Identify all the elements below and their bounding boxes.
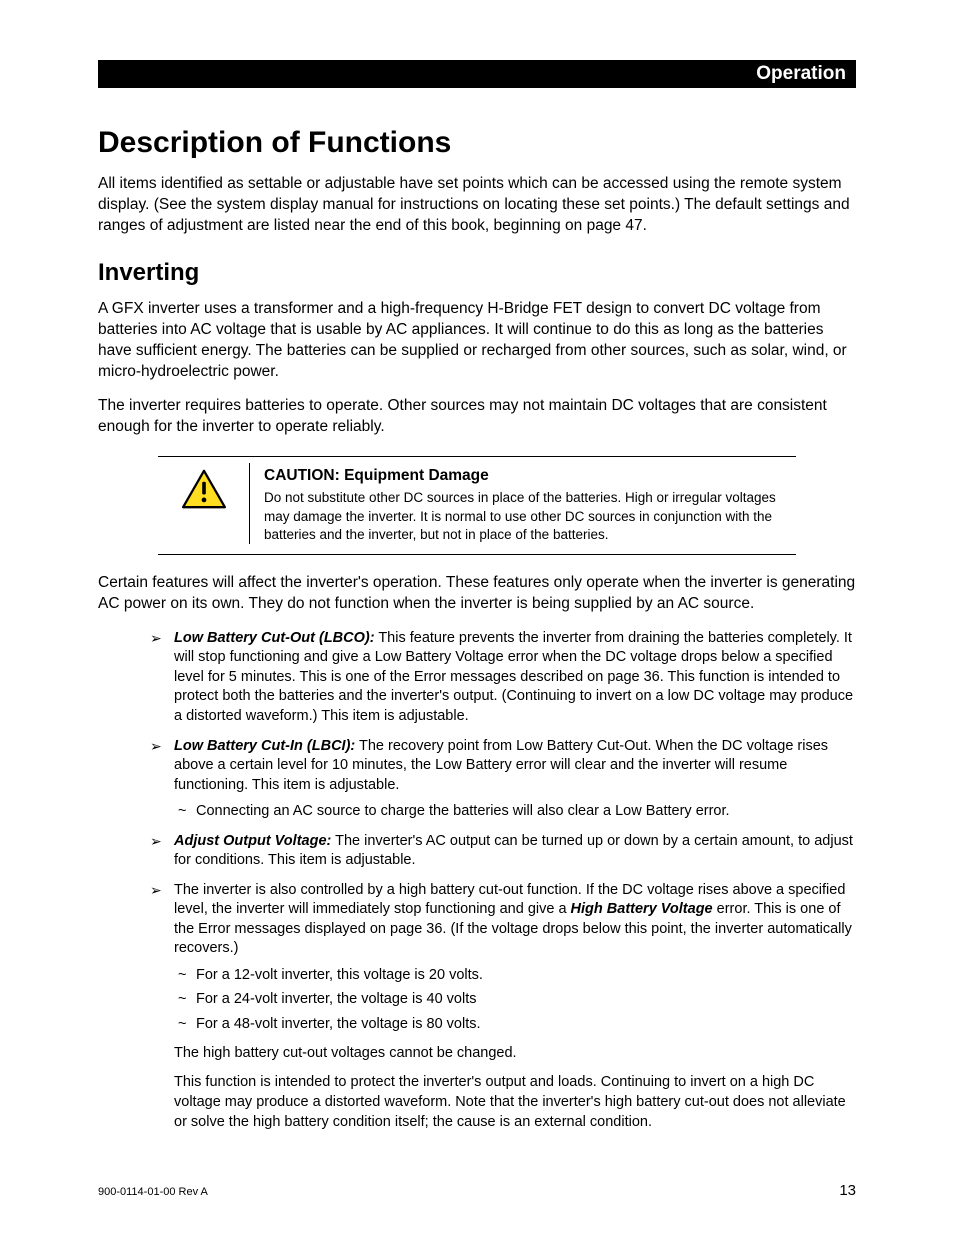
feature-hbco-bold: High Battery Voltage — [571, 901, 713, 917]
feature-hbco-after1: The high battery cut-out voltages cannot… — [174, 1044, 856, 1064]
header-strip: Operation — [154, 60, 856, 88]
caution-text-cell: CAUTION: Equipment Damage Do not substit… — [250, 463, 796, 544]
feature-hbco-after2: This function is intended to protect the… — [174, 1073, 856, 1132]
caution-body: Do not substitute other DC sources in pl… — [264, 489, 796, 544]
inverting-p2: The inverter requires batteries to opera… — [98, 396, 856, 438]
inverting-p1: A GFX inverter uses a transformer and a … — [98, 299, 856, 383]
feature-lbci-label: Low Battery Cut-In (LBCI): — [174, 738, 355, 754]
footer-doc-id: 900-0114-01-00 Rev A — [98, 1186, 208, 1198]
feature-hbco-sub2: For a 24-volt inverter, the voltage is 4… — [174, 989, 856, 1009]
main-title: Description of Functions — [98, 126, 856, 160]
feature-list: Low Battery Cut-Out (LBCO): This feature… — [98, 629, 856, 1132]
warning-triangle-icon — [181, 469, 227, 509]
feature-adjout-label: Adjust Output Voltage: — [174, 833, 331, 849]
page-footer: 900-0114-01-00 Rev A 13 — [98, 1182, 856, 1199]
feature-lbci-sublist: Connecting an AC source to charge the ba… — [174, 801, 856, 821]
header-section-label: Operation — [756, 63, 846, 85]
footer-page-number: 13 — [839, 1182, 856, 1199]
feature-lbco-label: Low Battery Cut-Out (LBCO): — [174, 630, 375, 646]
after-caution-paragraph: Certain features will affect the inverte… — [98, 573, 856, 615]
page: Operation Description of Functions All i… — [0, 0, 954, 1235]
feature-lbci-sub1: Connecting an AC source to charge the ba… — [174, 801, 856, 821]
feature-hbco-sub1: For a 12-volt inverter, this voltage is … — [174, 965, 856, 985]
feature-lbco: Low Battery Cut-Out (LBCO): This feature… — [150, 629, 856, 727]
feature-lbci: Low Battery Cut-In (LBCI): The recovery … — [150, 737, 856, 822]
feature-adjout: Adjust Output Voltage: The inverter's AC… — [150, 832, 856, 871]
intro-paragraph: All items identified as settable or adju… — [98, 174, 856, 237]
inverting-heading: Inverting — [98, 259, 856, 287]
feature-hbco-sublist: For a 12-volt inverter, this voltage is … — [174, 965, 856, 1034]
header-bar: Operation — [98, 60, 856, 88]
header-black-box — [98, 60, 154, 88]
feature-hbco-sub3: For a 48-volt inverter, the voltage is 8… — [174, 1014, 856, 1034]
caution-icon-cell — [158, 463, 250, 544]
feature-hbco: The inverter is also controlled by a hig… — [150, 881, 856, 1132]
caution-title: CAUTION: Equipment Damage — [264, 467, 796, 485]
caution-box: CAUTION: Equipment Damage Do not substit… — [158, 456, 796, 555]
